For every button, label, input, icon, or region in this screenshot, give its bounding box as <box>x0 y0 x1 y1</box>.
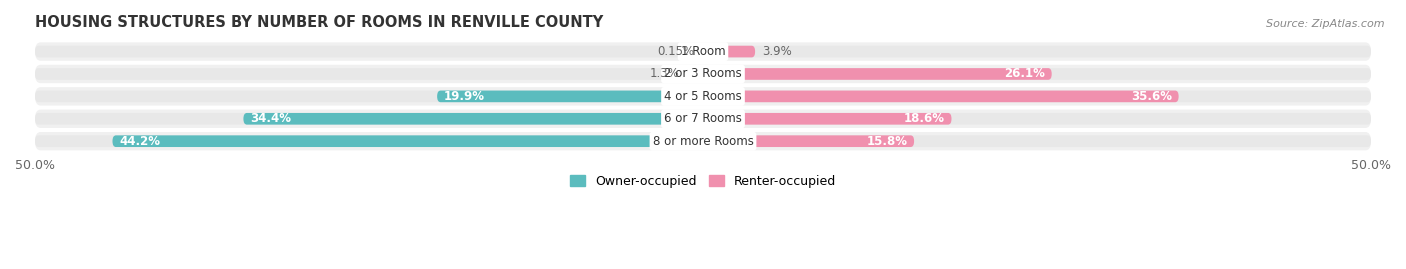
FancyBboxPatch shape <box>703 91 1178 102</box>
FancyBboxPatch shape <box>35 43 1371 61</box>
Legend: Owner-occupied, Renter-occupied: Owner-occupied, Renter-occupied <box>565 170 841 193</box>
FancyBboxPatch shape <box>703 135 914 147</box>
Text: 8 or more Rooms: 8 or more Rooms <box>652 135 754 148</box>
Text: Source: ZipAtlas.com: Source: ZipAtlas.com <box>1267 19 1385 29</box>
FancyBboxPatch shape <box>35 132 1371 150</box>
FancyBboxPatch shape <box>437 91 703 102</box>
Text: 3.9%: 3.9% <box>762 45 792 58</box>
Text: 2 or 3 Rooms: 2 or 3 Rooms <box>664 68 742 80</box>
FancyBboxPatch shape <box>700 46 704 57</box>
FancyBboxPatch shape <box>686 68 703 80</box>
Text: 26.1%: 26.1% <box>1004 68 1045 80</box>
FancyBboxPatch shape <box>703 46 755 57</box>
Text: 18.6%: 18.6% <box>904 112 945 125</box>
Text: 44.2%: 44.2% <box>120 135 160 148</box>
Text: 35.6%: 35.6% <box>1130 90 1173 103</box>
Text: 1 Room: 1 Room <box>681 45 725 58</box>
FancyBboxPatch shape <box>35 109 1371 128</box>
Text: 1.3%: 1.3% <box>650 68 679 80</box>
FancyBboxPatch shape <box>35 87 1371 105</box>
FancyBboxPatch shape <box>35 113 1371 125</box>
FancyBboxPatch shape <box>35 46 1371 57</box>
FancyBboxPatch shape <box>243 113 703 125</box>
Text: 0.15%: 0.15% <box>657 45 695 58</box>
FancyBboxPatch shape <box>112 135 703 147</box>
FancyBboxPatch shape <box>35 91 1371 102</box>
FancyBboxPatch shape <box>35 68 1371 80</box>
Text: 34.4%: 34.4% <box>250 112 291 125</box>
Text: HOUSING STRUCTURES BY NUMBER OF ROOMS IN RENVILLE COUNTY: HOUSING STRUCTURES BY NUMBER OF ROOMS IN… <box>35 15 603 30</box>
Text: 19.9%: 19.9% <box>444 90 485 103</box>
Text: 4 or 5 Rooms: 4 or 5 Rooms <box>664 90 742 103</box>
Text: 6 or 7 Rooms: 6 or 7 Rooms <box>664 112 742 125</box>
Text: 15.8%: 15.8% <box>866 135 907 148</box>
FancyBboxPatch shape <box>703 68 1052 80</box>
FancyBboxPatch shape <box>35 135 1371 147</box>
FancyBboxPatch shape <box>35 65 1371 83</box>
FancyBboxPatch shape <box>703 113 952 125</box>
